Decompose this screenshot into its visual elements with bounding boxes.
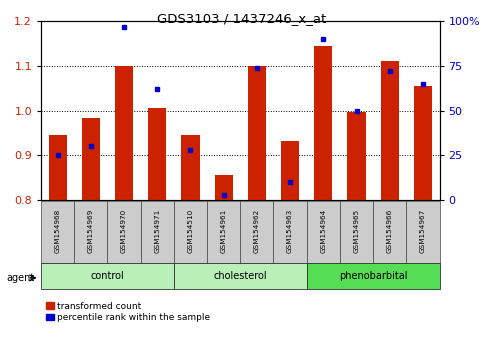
Text: GSM154970: GSM154970 <box>121 208 127 253</box>
Bar <box>74 201 107 263</box>
Legend: transformed count, percentile rank within the sample: transformed count, percentile rank withi… <box>45 302 211 322</box>
Text: GSM154971: GSM154971 <box>154 208 160 253</box>
Bar <box>314 46 332 200</box>
Bar <box>115 66 133 200</box>
Text: GSM154966: GSM154966 <box>387 208 393 253</box>
Text: phenobarbital: phenobarbital <box>339 271 407 281</box>
Bar <box>82 118 100 200</box>
Text: GSM154968: GSM154968 <box>55 208 61 253</box>
Bar <box>273 201 307 263</box>
Bar <box>406 201 440 263</box>
Text: GSM154965: GSM154965 <box>354 208 359 253</box>
Bar <box>340 201 373 263</box>
Text: GSM154969: GSM154969 <box>88 208 94 253</box>
Bar <box>141 201 174 263</box>
Text: GSM154510: GSM154510 <box>187 208 194 253</box>
Text: GSM154961: GSM154961 <box>221 208 227 253</box>
Text: GSM154962: GSM154962 <box>254 208 260 253</box>
Bar <box>108 201 141 263</box>
Bar <box>414 86 432 200</box>
Text: GDS3103 / 1437246_x_at: GDS3103 / 1437246_x_at <box>157 12 326 25</box>
Text: cholesterol: cholesterol <box>213 271 267 281</box>
Bar <box>214 176 233 200</box>
Bar <box>41 201 74 263</box>
Bar <box>347 112 366 200</box>
Text: GSM154964: GSM154964 <box>320 208 327 253</box>
Bar <box>373 201 406 263</box>
Text: agent: agent <box>6 273 34 283</box>
Bar <box>248 66 266 200</box>
Bar <box>281 141 299 200</box>
Bar <box>181 135 199 200</box>
Bar <box>381 62 399 200</box>
Text: GSM154963: GSM154963 <box>287 208 293 253</box>
Bar <box>240 201 273 263</box>
Bar <box>174 201 207 263</box>
Bar <box>41 263 174 289</box>
Bar <box>48 135 67 200</box>
Text: GSM154967: GSM154967 <box>420 208 426 253</box>
Text: control: control <box>91 271 124 281</box>
Bar <box>148 108 167 200</box>
Bar <box>307 201 340 263</box>
Bar <box>174 263 307 289</box>
Bar <box>307 263 440 289</box>
Bar <box>207 201 241 263</box>
